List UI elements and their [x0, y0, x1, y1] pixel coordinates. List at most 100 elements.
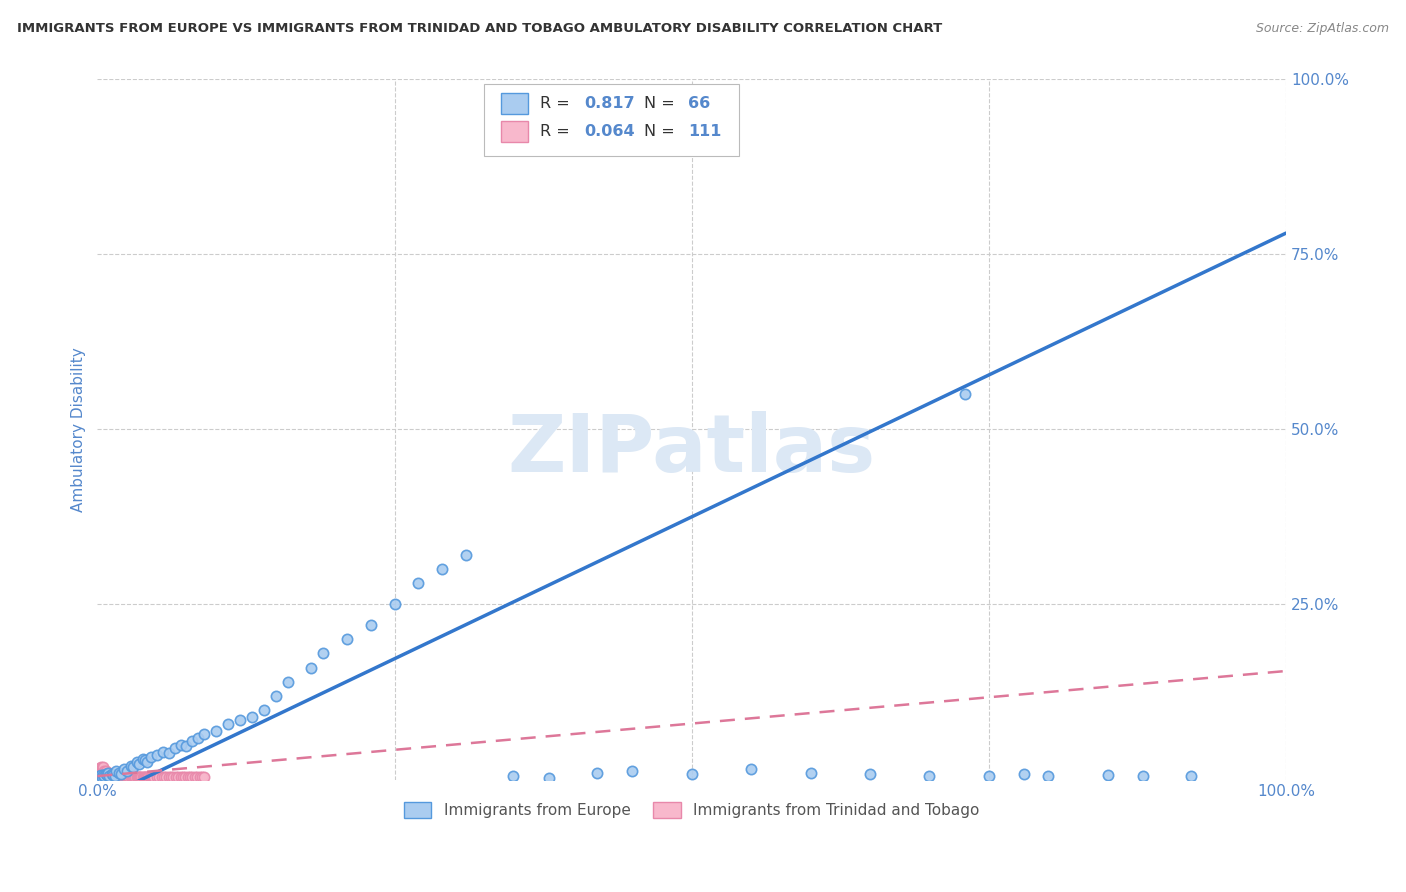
Point [110, 770, 132, 784]
Point [118, 770, 141, 784]
Point [193, 770, 215, 784]
Point [977, 769, 1000, 783]
Point [953, 387, 976, 401]
Point [187, 731, 209, 745]
Point [93, 767, 115, 781]
Point [90, 765, 112, 780]
Point [89, 764, 111, 779]
Point [97, 770, 120, 784]
Point [90, 768, 112, 782]
Point [103, 768, 125, 782]
Point [128, 757, 150, 772]
Point [181, 770, 204, 784]
Point [91, 767, 114, 781]
Text: ZIPatlas: ZIPatlas [508, 411, 876, 490]
Point [122, 770, 145, 784]
Point [136, 755, 159, 769]
Point [160, 770, 183, 784]
Point [104, 770, 127, 784]
Point [146, 748, 169, 763]
Point [93, 770, 115, 784]
Point [90, 770, 112, 784]
Point [93, 769, 115, 783]
Point [240, 709, 263, 723]
Point [184, 770, 207, 784]
Point [90, 767, 112, 781]
Point [384, 598, 406, 612]
Point [91, 770, 114, 784]
Point [191, 770, 214, 784]
Point [87, 765, 110, 780]
Point [148, 770, 170, 784]
Point [135, 770, 157, 784]
Point [112, 770, 135, 784]
Point [94, 764, 117, 779]
Point [217, 716, 239, 731]
Point [89, 771, 111, 785]
Point [193, 727, 215, 741]
Point [98, 767, 121, 781]
FancyBboxPatch shape [484, 84, 740, 156]
Y-axis label: Ambulatory Disability: Ambulatory Disability [72, 347, 86, 512]
Point [918, 769, 941, 783]
Point [253, 702, 276, 716]
Point [143, 770, 166, 784]
Point [139, 770, 162, 784]
Point [129, 770, 152, 784]
Point [87, 764, 110, 779]
Point [114, 770, 136, 784]
Point [100, 768, 122, 782]
Point [90, 764, 112, 779]
Point [100, 767, 122, 781]
Point [117, 770, 139, 784]
Point [131, 770, 153, 784]
Point [165, 770, 187, 784]
Point [98, 768, 121, 782]
Point [128, 770, 150, 784]
Point [110, 767, 132, 781]
Text: R =: R = [540, 96, 575, 111]
Point [120, 758, 142, 772]
Point [188, 770, 211, 784]
Point [94, 770, 117, 784]
Point [100, 770, 122, 784]
Point [120, 770, 142, 784]
Legend: Immigrants from Europe, Immigrants from Trinidad and Tobago: Immigrants from Europe, Immigrants from … [398, 797, 986, 824]
Point [1180, 769, 1202, 783]
Point [150, 770, 173, 784]
Point [131, 770, 153, 784]
Text: 0.064: 0.064 [585, 124, 636, 139]
Point [98, 765, 121, 780]
Point [172, 770, 194, 784]
Point [134, 753, 156, 767]
Point [91, 767, 114, 781]
Point [91, 770, 114, 784]
Point [122, 760, 145, 774]
Point [141, 770, 163, 784]
Point [406, 576, 429, 591]
Point [163, 741, 186, 756]
Point [859, 767, 882, 781]
Point [90, 768, 112, 782]
Point [93, 768, 115, 782]
Point [336, 632, 359, 647]
Point [100, 770, 122, 784]
Point [107, 765, 129, 780]
Point [131, 751, 153, 765]
Point [87, 767, 110, 781]
Point [98, 769, 121, 783]
Point [101, 768, 124, 782]
Text: 0.817: 0.817 [585, 96, 636, 111]
Point [96, 765, 118, 780]
Point [621, 764, 644, 779]
Point [146, 770, 169, 784]
Point [174, 770, 197, 784]
Point [104, 768, 127, 782]
Point [87, 769, 110, 783]
Point [229, 713, 252, 727]
Point [125, 755, 148, 769]
Point [132, 770, 155, 784]
Point [96, 770, 118, 784]
Point [155, 770, 177, 784]
Point [740, 762, 762, 776]
